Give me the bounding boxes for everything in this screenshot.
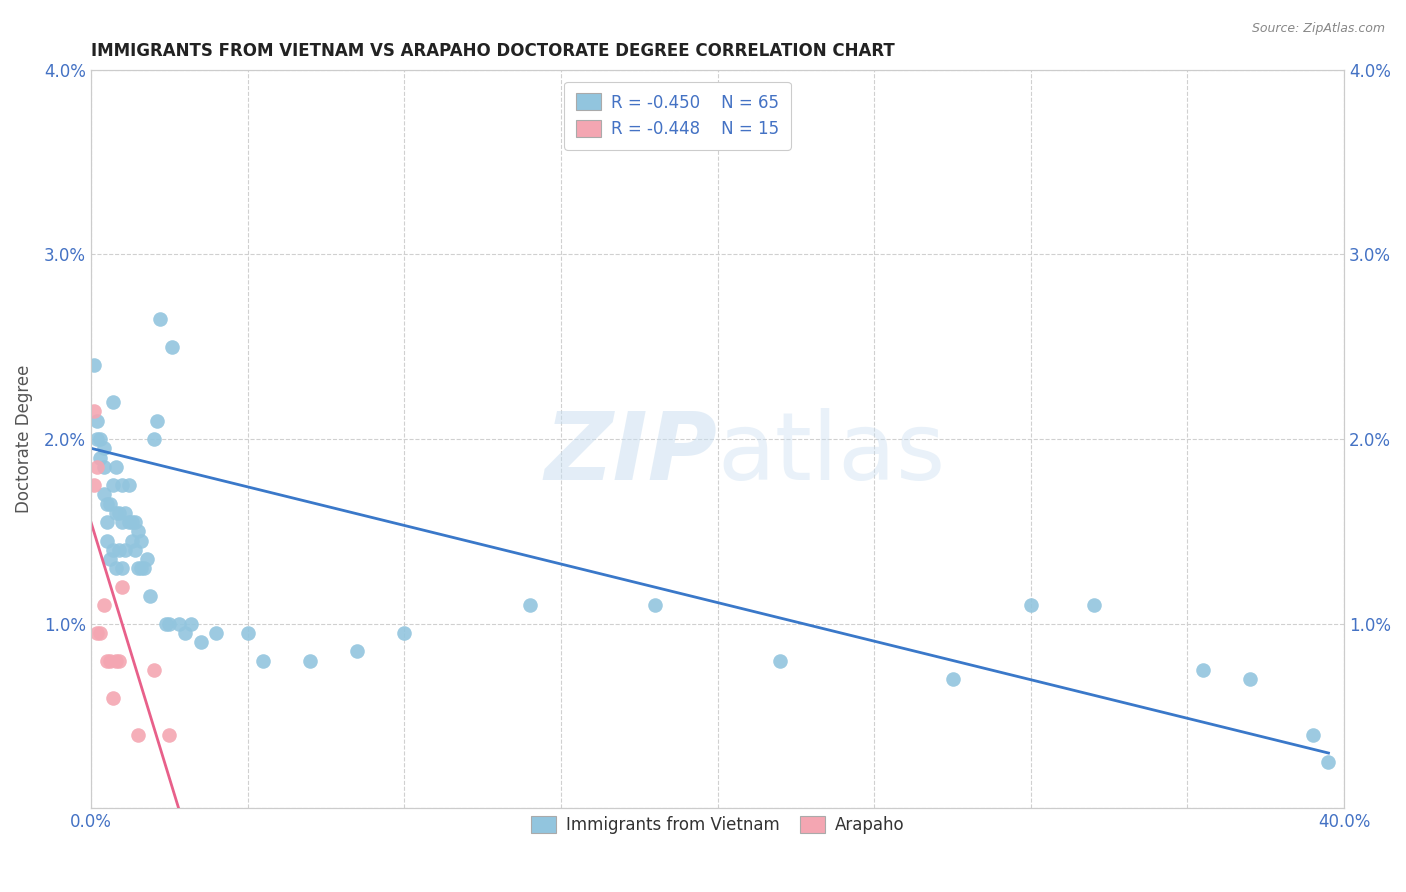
Point (1083, 599, 1105, 613)
Point (86, 459, 108, 474)
Point (111, 478, 134, 492)
Point (519, 599, 541, 613)
Point (83, 478, 105, 492)
Point (124, 515, 146, 529)
Point (149, 312, 172, 326)
Point (142, 663, 165, 677)
Point (96, 533, 118, 548)
Point (1192, 663, 1215, 677)
Point (105, 654, 128, 668)
Point (111, 580, 134, 594)
Legend: Immigrants from Vietnam, Arapaho: Immigrants from Vietnam, Arapaho (520, 806, 914, 845)
Text: ZIP: ZIP (544, 408, 717, 500)
Point (205, 626, 228, 640)
Y-axis label: Doctorate Degree: Doctorate Degree (15, 365, 32, 513)
Point (136, 552, 159, 566)
Point (121, 533, 143, 548)
Point (114, 542, 136, 557)
Text: Source: ZipAtlas.com: Source: ZipAtlas.com (1251, 22, 1385, 36)
Point (180, 616, 202, 631)
Point (101, 690, 124, 705)
Point (155, 616, 177, 631)
Point (299, 654, 322, 668)
Point (105, 459, 128, 474)
Text: atlas: atlas (717, 408, 946, 500)
Point (145, 413, 167, 427)
Point (252, 654, 274, 668)
Point (394, 626, 416, 640)
Point (1019, 599, 1042, 613)
Point (93, 459, 115, 474)
Point (157, 728, 180, 742)
Point (644, 599, 666, 613)
Point (111, 515, 134, 529)
Point (89, 450, 111, 465)
Point (98, 654, 121, 668)
Point (111, 561, 134, 575)
Point (83, 358, 105, 372)
Point (117, 478, 139, 492)
Point (86, 432, 108, 446)
Point (139, 589, 162, 603)
Point (129, 533, 152, 548)
Point (101, 542, 124, 557)
Point (127, 561, 149, 575)
Text: IMMIGRANTS FROM VIETNAM VS ARAPAHO DOCTORATE DEGREE CORRELATION CHART: IMMIGRANTS FROM VIETNAM VS ARAPAHO DOCTO… (91, 42, 894, 60)
Point (941, 672, 963, 686)
Point (174, 626, 197, 640)
Point (127, 728, 149, 742)
Point (124, 542, 146, 557)
Point (1302, 728, 1324, 742)
Point (769, 654, 792, 668)
Point (129, 561, 152, 575)
Point (108, 542, 131, 557)
Point (93, 442, 115, 456)
Point (96, 497, 118, 511)
Point (89, 626, 111, 640)
Point (96, 515, 118, 529)
Point (108, 506, 131, 520)
Point (98, 552, 121, 566)
Point (101, 478, 124, 492)
Point (142, 432, 165, 446)
Point (105, 506, 128, 520)
Point (86, 413, 108, 427)
Point (83, 404, 105, 418)
Point (236, 626, 259, 640)
Point (108, 654, 131, 668)
Point (190, 635, 212, 649)
Point (167, 616, 190, 631)
Point (162, 340, 184, 354)
Point (127, 524, 149, 539)
Point (121, 515, 143, 529)
Point (86, 626, 108, 640)
Point (1239, 672, 1261, 686)
Point (101, 395, 124, 409)
Point (96, 654, 118, 668)
Point (117, 515, 139, 529)
Point (134, 561, 156, 575)
Point (346, 644, 368, 658)
Point (89, 432, 111, 446)
Point (105, 561, 128, 575)
Point (157, 616, 180, 631)
Point (1317, 756, 1340, 770)
Point (114, 506, 136, 520)
Point (98, 497, 121, 511)
Point (93, 487, 115, 501)
Point (93, 599, 115, 613)
